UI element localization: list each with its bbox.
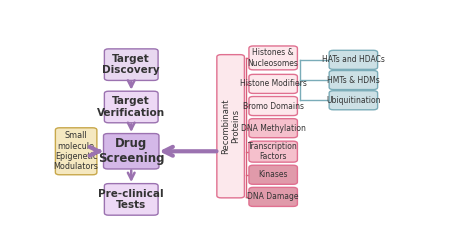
Text: Recombinant
Proteins: Recombinant Proteins <box>221 98 240 154</box>
FancyBboxPatch shape <box>249 187 297 206</box>
FancyBboxPatch shape <box>329 91 378 110</box>
FancyBboxPatch shape <box>249 141 297 162</box>
FancyBboxPatch shape <box>104 91 158 123</box>
FancyBboxPatch shape <box>217 55 244 198</box>
FancyBboxPatch shape <box>329 70 378 90</box>
Text: DNA Damage: DNA Damage <box>248 192 299 202</box>
Text: Pre-clinical
Tests: Pre-clinical Tests <box>99 188 164 210</box>
FancyBboxPatch shape <box>104 49 158 80</box>
Text: Bromo Domains: Bromo Domains <box>243 102 304 110</box>
Text: DNA Methylation: DNA Methylation <box>241 124 306 133</box>
Text: Drug
Screening: Drug Screening <box>98 137 165 165</box>
Text: HATs and HDACs: HATs and HDACs <box>322 55 385 64</box>
FancyBboxPatch shape <box>249 46 297 70</box>
Text: Target
Verification: Target Verification <box>97 96 165 118</box>
FancyBboxPatch shape <box>249 96 297 116</box>
Text: Target
Discovery: Target Discovery <box>103 54 160 76</box>
Text: Kinases: Kinases <box>258 170 288 179</box>
Text: Transcription
Factors: Transcription Factors <box>248 142 298 161</box>
Text: Histones &
Nucleosomes: Histones & Nucleosomes <box>248 48 299 68</box>
Text: Histone Modifiers: Histone Modifiers <box>240 80 306 88</box>
Text: Small
molecule
Epigenetic
Modulators: Small molecule Epigenetic Modulators <box>54 131 99 172</box>
FancyBboxPatch shape <box>329 50 378 69</box>
Text: HMTs & HDMs: HMTs & HDMs <box>327 76 380 84</box>
FancyBboxPatch shape <box>104 184 158 215</box>
FancyBboxPatch shape <box>55 128 97 175</box>
FancyBboxPatch shape <box>249 119 297 138</box>
FancyBboxPatch shape <box>249 74 297 94</box>
Text: Ubiquitination: Ubiquitination <box>326 96 381 105</box>
FancyBboxPatch shape <box>104 134 159 169</box>
FancyBboxPatch shape <box>249 165 297 184</box>
